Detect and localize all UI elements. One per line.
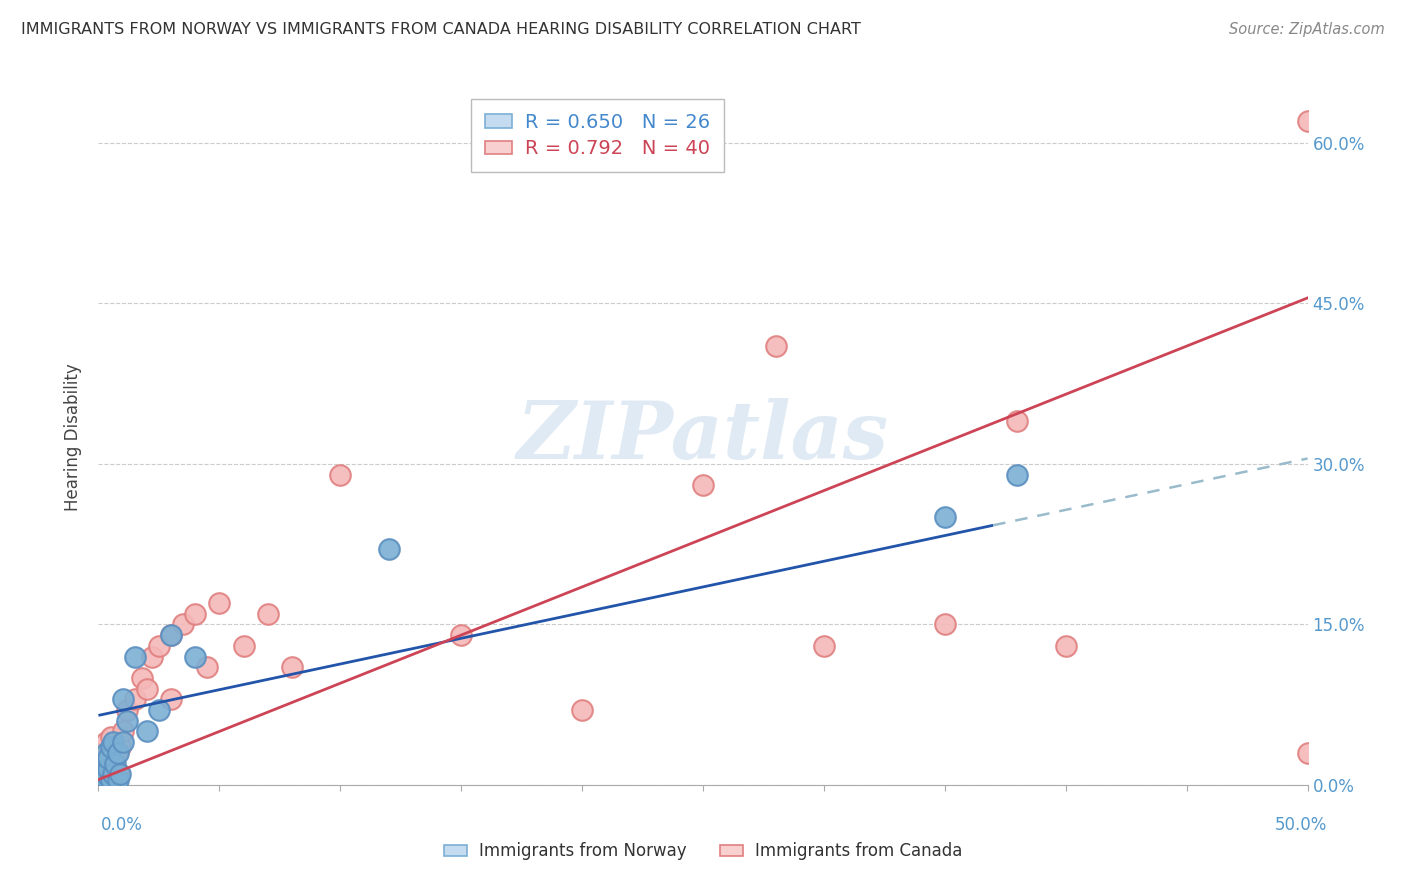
Point — [104, 756, 127, 771]
Point — [117, 714, 139, 728]
Point — [111, 735, 134, 749]
Point — [90, 772, 112, 787]
Point — [148, 639, 170, 653]
Point — [111, 724, 134, 739]
Point — [97, 762, 120, 776]
Text: ZIPatlas: ZIPatlas — [517, 399, 889, 475]
Point — [124, 692, 146, 706]
Point — [1296, 114, 1319, 128]
Point — [934, 510, 956, 524]
Text: Source: ZipAtlas.com: Source: ZipAtlas.com — [1229, 22, 1385, 37]
Point — [1007, 467, 1029, 482]
Text: 50.0%: 50.0% — [1275, 816, 1327, 834]
Point — [281, 660, 304, 674]
Point — [934, 617, 956, 632]
Point — [160, 692, 183, 706]
Text: IMMIGRANTS FROM NORWAY VS IMMIGRANTS FROM CANADA HEARING DISABILITY CORRELATION : IMMIGRANTS FROM NORWAY VS IMMIGRANTS FRO… — [21, 22, 860, 37]
Point — [184, 607, 207, 621]
Point — [107, 746, 129, 760]
Point — [377, 542, 399, 557]
Point — [117, 703, 139, 717]
Point — [90, 756, 112, 771]
Point — [256, 607, 278, 621]
Point — [91, 769, 114, 783]
Point — [94, 735, 117, 749]
Point — [135, 681, 157, 696]
Point — [97, 751, 120, 765]
Point — [172, 617, 194, 632]
Point — [148, 703, 170, 717]
Text: 0.0%: 0.0% — [101, 816, 143, 834]
Point — [108, 740, 131, 755]
Point — [1296, 746, 1319, 760]
Point — [184, 649, 207, 664]
Point — [124, 649, 146, 664]
Point — [94, 746, 117, 760]
Point — [101, 756, 124, 771]
Point — [135, 724, 157, 739]
Point — [195, 660, 218, 674]
Point — [1054, 639, 1077, 653]
Y-axis label: Hearing Disability: Hearing Disability — [65, 363, 83, 511]
Point — [232, 639, 254, 653]
Point — [160, 628, 183, 642]
Point — [111, 692, 134, 706]
Point — [101, 767, 124, 781]
Point — [97, 772, 120, 787]
Point — [101, 735, 124, 749]
Point — [108, 767, 131, 781]
Point — [692, 478, 714, 492]
Point — [100, 740, 122, 755]
Point — [100, 751, 122, 765]
Point — [329, 467, 352, 482]
Point — [91, 746, 114, 760]
Point — [571, 703, 593, 717]
Point — [94, 762, 117, 776]
Point — [90, 772, 112, 787]
Point — [208, 596, 231, 610]
Point — [91, 767, 114, 781]
Point — [141, 649, 163, 664]
Point — [107, 772, 129, 787]
Point — [450, 628, 472, 642]
Point — [813, 639, 835, 653]
Point — [765, 339, 787, 353]
Point — [91, 756, 114, 771]
Point — [94, 767, 117, 781]
Legend: Immigrants from Norway, Immigrants from Canada: Immigrants from Norway, Immigrants from … — [437, 836, 969, 867]
Point — [160, 628, 183, 642]
Point — [100, 730, 122, 744]
Point — [1007, 414, 1029, 428]
Point — [131, 671, 153, 685]
Point — [100, 772, 122, 787]
Point — [104, 746, 127, 760]
Point — [107, 767, 129, 781]
